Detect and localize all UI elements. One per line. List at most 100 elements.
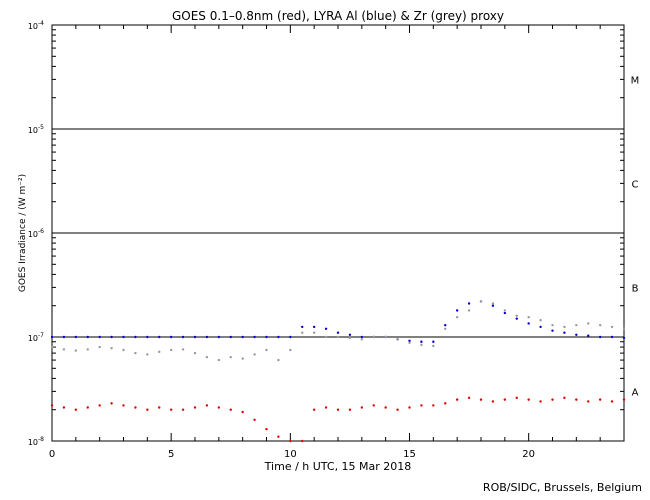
data-point: [515, 314, 518, 317]
data-point: [515, 317, 518, 320]
data-point: [503, 309, 507, 312]
data-point: [491, 304, 495, 307]
data-point: [205, 355, 209, 359]
data-point: [158, 335, 161, 339]
data-point: [122, 348, 125, 352]
data-point: [610, 400, 614, 403]
data-point: [289, 335, 292, 339]
data-point: [146, 335, 149, 339]
data-point: [312, 408, 316, 411]
data-point: [587, 322, 590, 325]
data-point: [432, 404, 435, 407]
data-point: [539, 319, 542, 322]
x-tick-label: 0: [49, 449, 55, 460]
data-point: [86, 348, 89, 351]
data-point: [265, 348, 268, 352]
data-point: [467, 309, 471, 312]
data-point: [229, 408, 232, 411]
data-point: [50, 345, 54, 349]
data-point: [527, 316, 530, 319]
data-point: [539, 325, 542, 329]
data-point: [420, 340, 423, 343]
data-point: [455, 309, 459, 312]
data-point: [110, 402, 113, 405]
data-point: [610, 325, 614, 329]
data-point: [193, 335, 197, 339]
flare-class-label-m: M: [631, 75, 640, 86]
data-point: [289, 439, 292, 443]
data-point: [301, 325, 304, 329]
series-0: [50, 396, 626, 443]
data-point: [432, 344, 435, 348]
data-point: [241, 335, 244, 339]
data-point: [98, 404, 101, 407]
data-point: [610, 335, 614, 339]
data-point: [301, 439, 304, 443]
x-tick-label: 5: [168, 449, 174, 460]
data-point: [348, 336, 352, 340]
data-point: [444, 323, 447, 327]
data-point: [134, 406, 137, 409]
data-point: [324, 406, 328, 409]
data-point: [277, 435, 280, 438]
data-point: [169, 335, 173, 339]
y-tick-label: 10-7: [28, 332, 44, 343]
data-point: [110, 347, 113, 350]
flare-class-label-c: C: [632, 179, 639, 190]
data-point: [479, 398, 483, 401]
series-2: [50, 300, 626, 362]
data-point: [74, 349, 78, 352]
data-point: [193, 406, 197, 409]
data-point: [348, 408, 352, 411]
data-point: [360, 335, 364, 339]
data-point: [217, 358, 221, 362]
data-point: [598, 323, 602, 327]
data-point: [551, 329, 554, 332]
data-point: [265, 427, 268, 431]
data-point: [408, 406, 411, 409]
data-point: [408, 339, 411, 342]
data-point: [241, 357, 244, 360]
data-point: [122, 335, 125, 339]
data-point: [396, 338, 399, 341]
data-point: [372, 404, 375, 407]
data-point: [455, 316, 459, 319]
data-point: [515, 396, 518, 400]
data-point: [134, 351, 137, 355]
data-point: [491, 400, 495, 403]
data-point: [253, 418, 256, 421]
data-point: [587, 400, 590, 403]
data-point: [432, 340, 435, 343]
data-point: [444, 402, 447, 405]
data-point: [563, 325, 566, 329]
data-point: [301, 331, 304, 334]
x-axis-label: Time / h UTC, 15 Mar 2018: [264, 460, 412, 473]
data-point: [575, 398, 578, 401]
data-point: [181, 335, 185, 339]
data-point: [74, 408, 78, 411]
data-point: [229, 355, 232, 359]
data-point: [74, 335, 78, 339]
data-point: [503, 311, 507, 315]
data-point: [169, 408, 173, 411]
data-point: [205, 404, 209, 407]
data-point: [384, 406, 387, 409]
data-point: [336, 408, 340, 411]
data-point: [253, 353, 256, 356]
x-tick-label: 10: [284, 449, 297, 460]
data-point: [491, 302, 495, 305]
data-point: [384, 335, 387, 339]
data-point: [277, 335, 280, 339]
data-point: [324, 335, 328, 339]
flare-class-label-b: B: [632, 283, 639, 294]
plot-area: 10-8 10-7 10-6 10-5 10-4 0 5 10 15 20 M C B A: [28, 20, 639, 460]
data-point: [265, 335, 268, 339]
data-point: [277, 358, 280, 362]
data-point: [527, 322, 530, 325]
y-tick-label: 10-6: [28, 228, 44, 239]
data-point: [217, 406, 221, 409]
data-point: [467, 302, 471, 305]
data-point: [396, 408, 399, 411]
data-point: [527, 398, 530, 401]
